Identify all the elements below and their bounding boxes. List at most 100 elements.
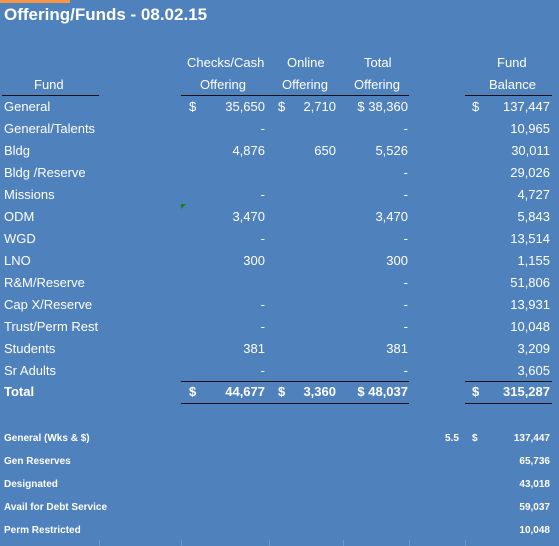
cell-online: 2,710 [303,99,336,114]
cell-balance: 10,965 [510,121,550,136]
cell-checks: - [260,187,265,202]
cell-online-cur: $ [278,99,286,114]
grid-line [181,540,182,546]
summary-row: General (Wks & $) 5.5 $137,447 [0,428,559,450]
total-rule-top-balance [465,381,552,382]
cell-total: - [403,187,408,202]
cell-fund: R&M/Reserve [4,275,85,290]
summary-weeks: 5.5 [445,433,459,444]
summary-row: Gen Reserves 65,736 [0,451,559,473]
cell-online: 650 [314,143,336,158]
summary-cur: $ [472,433,478,444]
cell-fund: ODM [4,209,35,224]
cell-checks: 35,650 [225,99,265,114]
cell-comment-marker [181,204,186,209]
summary-label: Gen Reserves [4,456,71,467]
table-row: ODM 3,470 3,470 5,843 [0,206,559,228]
grid-line [409,540,410,546]
cell-total: - [403,297,408,312]
cell-total: - [403,165,408,180]
table-row: Students 381 381 3,209 [0,338,559,360]
cell-balance: 10,048 [510,319,550,334]
cell-balance: 29,026 [510,165,550,180]
cell-bal-cur: $ [472,99,480,114]
cell-fund: WGD [4,231,36,246]
cell-fund: Students [4,341,56,356]
grid-line [343,540,344,546]
cell-total: - [403,231,408,246]
cell-bal-cur: $ [472,384,480,399]
cell-balance: 5,843 [517,209,550,224]
table-row: General/Talents - - 10,965 [0,118,559,140]
header-balance-line1: Fund [497,55,527,70]
cell-checks-cur: $ [189,99,197,114]
sheet-title: Offering/Funds - 08.02.15 [4,5,208,24]
summary-value: 43,018 [519,479,550,490]
header-online-line2: Offering [282,77,329,92]
total-rule-bottom-offering [181,403,409,404]
cell-balance: 137,447 [503,99,550,114]
summary-row: Perm Restricted 10,048 [0,520,559,542]
cell-total: $ 48,037 [357,384,408,399]
summary-value: 137,447 [513,433,550,444]
summary-label: Designated [4,479,58,490]
grid-line [269,540,270,546]
cell-total: 381 [386,341,408,356]
cell-balance: 30,011 [511,143,550,158]
header-rule-offering [181,95,409,96]
table-row: WGD - - 13,514 [0,228,559,250]
cell-fund: Trust/Perm Rest [4,319,99,334]
table-row: Trust/Perm Rest - - 10,048 [0,316,559,338]
cell-total: 3,470 [375,209,408,224]
grid-line [99,540,100,546]
cell-total: $ 38,360 [357,99,408,114]
cell-online: 3,360 [303,384,336,399]
table-row: Bldg /Reserve - 29,026 [0,162,559,184]
cell-checks: 44,677 [225,384,265,399]
header-checks-line1: Checks/Cash [187,55,265,70]
cell-balance: 315,287 [503,384,550,399]
summary-value: 65,736 [519,456,550,467]
cell-fund: LNO [4,253,31,268]
table-row: Cap X/Reserve - - 13,931 [0,294,559,316]
cell-fund: General [4,99,51,114]
header-accent-bar [0,0,70,3]
cell-total: - [403,319,408,334]
table-row: Sr Adults - - 3,605 [0,360,559,382]
cell-checks: - [260,319,265,334]
header-total-line1: Total [364,55,392,70]
table-row: Bldg 4,876 650 5,526 30,011 [0,140,559,162]
cell-checks: - [260,231,265,246]
cell-fund: Cap X/Reserve [4,297,93,312]
total-row: Total $44,677 $3,360 $ 48,037 $315,287 [0,381,559,403]
cell-fund: Sr Adults [4,363,57,378]
cell-balance: 1,155 [517,253,550,268]
summary-value: 59,037 [519,502,550,513]
cell-fund: Bldg [4,143,31,158]
table-row: R&M/Reserve - 51,806 [0,272,559,294]
cell-checks: 381 [243,341,265,356]
table-row: General $35,650 $2,710 $ 38,360 $137,447 [0,96,559,118]
cell-fund: General/Talents [4,121,96,136]
summary-row: Avail for Debt Service 59,037 [0,497,559,519]
cell-online-cur: $ [278,384,286,399]
cell-checks: - [260,297,265,312]
cell-balance: 51,806 [510,275,550,290]
cell-balance: 3,605 [517,363,550,378]
summary-label: Avail for Debt Service [4,502,108,513]
header-checks-line2: Offering [200,77,247,92]
cell-checks: - [260,363,265,378]
cell-total: 300 [386,253,408,268]
table-row: LNO 300 300 1,155 [0,250,559,272]
cell-total: - [403,363,408,378]
header-rule-fund [2,95,99,96]
cell-checks: 4,876 [232,143,265,158]
summary-value: 10,048 [519,525,550,536]
summary-label: General (Wks & $) [4,433,90,444]
cell-checks-cur: $ [189,384,197,399]
total-rule-bottom-balance [465,403,552,404]
cell-balance: 13,514 [510,231,550,246]
cell-total: 5,526 [375,143,408,158]
cell-fund: Missions [4,187,55,202]
cell-fund: Total [4,384,35,399]
